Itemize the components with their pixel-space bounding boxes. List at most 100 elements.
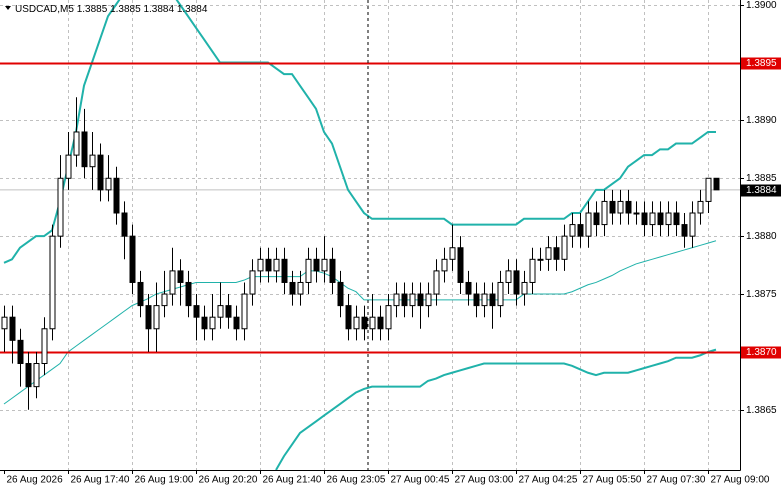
candle-body <box>545 247 552 260</box>
candle-body <box>681 224 688 237</box>
candle-body <box>409 293 416 307</box>
candle-body <box>313 258 320 272</box>
header: USDCAD,M5 1.3885 1.3885 1.3884 1.3884 <box>15 4 208 15</box>
candle-body <box>249 270 256 295</box>
candle-body <box>137 281 144 307</box>
y-tick-label: 1.3875 <box>746 289 777 300</box>
candle-body <box>225 305 232 318</box>
x-tick-label: 26 Aug 21:40 <box>263 475 322 486</box>
x-tick-label: 26 Aug 23:05 <box>327 475 386 486</box>
level-label-box <box>741 346 781 359</box>
header-value: 1.3885 <box>77 4 108 15</box>
candle-body <box>345 305 352 330</box>
y-tick-label: 1.3890 <box>746 115 777 126</box>
axes: 1.3900 1.3895 1.3890 1.3885 1.3880 1.3875 1.38… <box>4 0 781 486</box>
candle-body <box>81 131 88 168</box>
x-tick-label: 27 Aug 03:00 <box>455 475 514 486</box>
candle-body <box>209 316 216 330</box>
candle-body <box>273 258 280 272</box>
candle-body <box>153 305 160 330</box>
candle-body <box>97 154 104 191</box>
candle-body <box>473 293 480 307</box>
candle-body <box>649 212 656 226</box>
y-tick-label: 1.3865 <box>746 405 777 416</box>
candle-body <box>625 200 632 214</box>
candle-body <box>49 235 56 330</box>
candle-body <box>57 177 64 237</box>
candle-body <box>241 293 248 330</box>
candle-body <box>89 154 96 168</box>
x-tick-label: 26 Aug 20:20 <box>199 475 258 486</box>
candle-body <box>393 293 400 307</box>
candle-body <box>145 305 152 330</box>
candle-body <box>465 281 472 295</box>
current-price-box <box>741 184 781 197</box>
candle-body <box>65 154 72 179</box>
plot-area <box>0 0 740 470</box>
candle-body <box>17 339 24 364</box>
candle-body <box>129 235 136 283</box>
candle-body <box>201 316 208 330</box>
candle-body <box>217 305 224 318</box>
candle-body <box>337 281 344 307</box>
header-value: 1.3885 <box>110 4 141 15</box>
y-tick-label: 1.3900 <box>746 0 777 11</box>
candle-body <box>73 131 80 156</box>
candle-body <box>377 316 384 330</box>
candle-body <box>281 258 288 283</box>
candle-body <box>537 258 544 261</box>
y-tick-label: 1.3880 <box>746 231 777 242</box>
candle-body <box>561 235 568 260</box>
band-line <box>275 348 717 470</box>
candle-body <box>25 362 32 388</box>
candle-body <box>529 258 536 283</box>
candle-body <box>121 212 128 237</box>
x-tick-label: 26 Aug 2026 <box>7 475 64 486</box>
candle-body <box>433 270 440 295</box>
candle-body <box>305 258 312 283</box>
symbol: USDCAD,M5 <box>15 4 74 15</box>
header-arrow <box>5 6 11 10</box>
candle-body <box>161 293 168 307</box>
level-label-box <box>741 57 781 70</box>
candle-body <box>33 362 40 388</box>
candle-body <box>193 305 200 318</box>
candle-body <box>289 281 296 295</box>
candle-body <box>401 293 408 307</box>
candle-body <box>593 212 600 226</box>
x-tick-label: 27 Aug 00:45 <box>391 475 450 486</box>
x-tick-label: 27 Aug 05:50 <box>583 475 642 486</box>
candle-body <box>617 200 624 214</box>
candle-body <box>641 212 648 226</box>
candle-body <box>169 270 176 295</box>
header-value: 1.3884 <box>143 4 174 15</box>
candle-body <box>657 212 664 226</box>
candle-body <box>505 270 512 283</box>
level-label: 1.3895 <box>746 58 777 69</box>
candle-body <box>553 247 560 260</box>
candle-body <box>441 258 448 272</box>
x-tick-label: 27 Aug 09:00 <box>711 475 770 486</box>
level-label: 1.3870 <box>746 347 777 358</box>
candle-body <box>9 316 16 341</box>
candle-body <box>481 293 488 307</box>
header-value: 1.3884 <box>177 4 208 15</box>
candle-body <box>705 177 712 202</box>
candle-body <box>185 281 192 307</box>
candle-body <box>417 293 424 307</box>
x-tick-label: 27 Aug 07:30 <box>647 475 706 486</box>
candle-body <box>41 328 48 364</box>
x-tick-label: 27 Aug 04:25 <box>519 475 578 486</box>
candle-body <box>113 177 120 214</box>
x-tick-label: 26 Aug 17:40 <box>71 475 130 486</box>
candle-body <box>513 270 520 295</box>
candle-body <box>361 316 368 330</box>
candle-body <box>105 177 112 191</box>
candle-body <box>697 200 704 214</box>
candle-body <box>257 258 264 272</box>
candle-body <box>585 212 592 237</box>
candle-body <box>457 247 464 283</box>
y-tick-label: 1.3885 <box>746 173 777 184</box>
